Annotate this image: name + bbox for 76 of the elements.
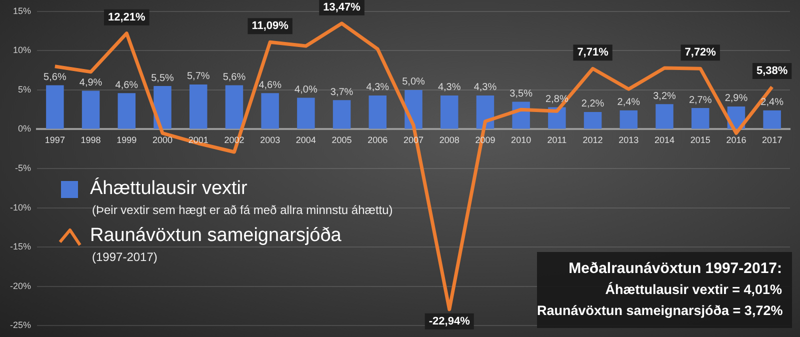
bar — [46, 85, 64, 129]
data-label: 7,72% — [684, 46, 716, 59]
data-label: 5,6% — [222, 72, 246, 83]
bar — [225, 85, 244, 129]
y-tick-label: 15% — [12, 6, 32, 16]
bar — [82, 90, 100, 129]
x-tick-label: 1998 — [80, 135, 101, 146]
annotation: Áhættulausir vextir = 4,01% — [604, 281, 782, 299]
x-tick-label: 2014 — [654, 135, 675, 146]
bar — [656, 104, 674, 129]
y-tick-label: 5% — [18, 84, 32, 94]
bar — [261, 93, 279, 129]
x-tick-label: 2013 — [618, 135, 639, 146]
data-label: 7,71% — [577, 46, 609, 59]
x-tick-label: 2016 — [726, 135, 746, 146]
annotation: Meðalraunávöxtun 1997-2017: — [568, 259, 782, 279]
data-label: 3,5% — [510, 88, 533, 100]
bar — [332, 100, 351, 129]
bar — [118, 93, 136, 129]
x-tick-label: 2004 — [296, 135, 316, 146]
y-tick-label: -25% — [10, 320, 32, 330]
data-label: 3,7% — [330, 86, 354, 98]
data-label: 5,6% — [44, 72, 66, 83]
bar — [584, 112, 602, 129]
x-tick-label: 1997 — [44, 135, 65, 146]
annotation: (1997-2017) — [92, 250, 158, 264]
bar — [154, 86, 172, 129]
x-tick-label: 2005 — [332, 135, 352, 146]
y-tick-label: 10% — [12, 45, 32, 56]
annotation: Raunávöxtun sameignarsjóða = 3,72% — [537, 302, 783, 320]
x-tick-label: 2003 — [260, 135, 280, 146]
bar — [691, 108, 710, 129]
bar — [297, 98, 315, 129]
data-label: 5,0% — [402, 76, 426, 88]
bar — [368, 95, 387, 129]
y-tick-label: -20% — [10, 280, 32, 291]
data-label: 4,6% — [115, 80, 138, 91]
data-label: 5,7% — [186, 71, 210, 82]
bar — [440, 95, 458, 129]
data-label: 12,21% — [108, 11, 146, 24]
x-tick-label: 2017 — [762, 135, 782, 146]
data-label: 4,9% — [79, 77, 102, 88]
data-label: 2,7% — [688, 94, 712, 106]
x-tick-label: 2000 — [152, 135, 173, 146]
y-tick-label: -5% — [14, 162, 32, 173]
x-tick-label: 1999 — [116, 135, 137, 146]
y-tick-label: -10% — [10, 202, 32, 212]
legend-label: Raunávöxtun sameignarsjóða — [90, 225, 342, 247]
data-label: 4,3% — [366, 82, 390, 94]
data-label: 5,38% — [756, 64, 788, 77]
data-label: 2,4% — [617, 97, 640, 108]
bar — [189, 84, 208, 129]
x-tick-label: 2006 — [368, 135, 388, 146]
data-label: 2,9% — [724, 93, 748, 104]
data-label: 2,4% — [760, 97, 784, 108]
x-tick-label: 2015 — [690, 135, 710, 146]
data-label: -22,94% — [428, 315, 470, 328]
data-label: 2,2% — [581, 98, 604, 110]
data-label: 4,0% — [294, 84, 318, 96]
data-label: 4,3% — [438, 82, 461, 94]
bar — [763, 110, 781, 129]
data-label: 5,5% — [151, 72, 174, 84]
bar — [620, 110, 638, 129]
data-label: 3,2% — [653, 90, 676, 102]
y-tick-label: -15% — [10, 242, 32, 252]
data-label: 13,47% — [323, 1, 361, 14]
x-tick-label: 2011 — [547, 135, 567, 146]
annotation: (Þeir vextir sem hægt er að fá með allra minnstu áhættu) — [92, 203, 393, 217]
data-label: 4,6% — [258, 80, 282, 91]
y-tick-label: 0% — [18, 124, 32, 134]
legend-label: Áhættulausir vextir — [90, 178, 248, 200]
data-label: 4,3% — [474, 82, 497, 94]
x-tick-label: 2008 — [439, 135, 460, 146]
x-tick-label: 2010 — [511, 135, 532, 146]
data-label: 11,09% — [252, 20, 289, 32]
x-tick-label: 2012 — [582, 135, 603, 146]
